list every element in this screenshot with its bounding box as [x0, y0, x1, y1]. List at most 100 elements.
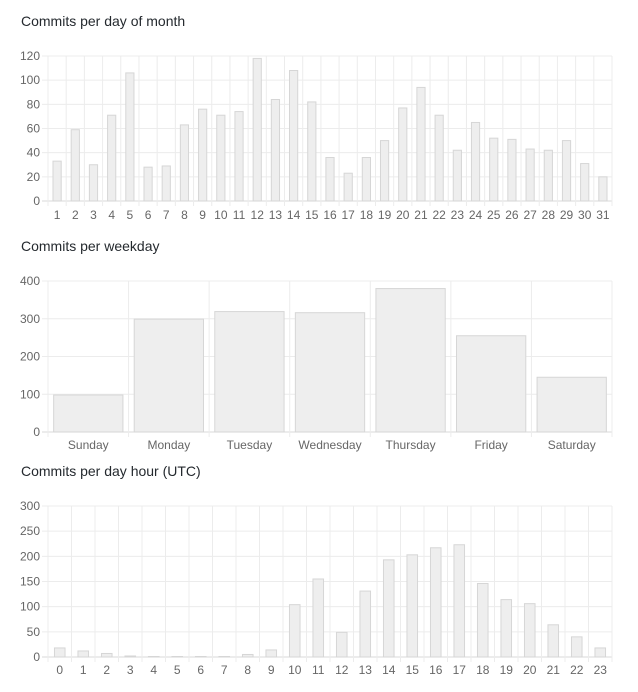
x-tick-label: 18: [476, 663, 490, 677]
bar[interactable]: [171, 655, 184, 658]
bar[interactable]: [500, 599, 513, 658]
bar[interactable]: [452, 149, 462, 202]
bar[interactable]: [241, 653, 254, 658]
x-tick-label: 25: [487, 208, 501, 222]
x-tick-label: 5: [174, 663, 181, 677]
x-tick-label: 13: [269, 208, 283, 222]
y-tick-label: 250: [20, 524, 40, 538]
bar[interactable]: [100, 652, 113, 658]
bar[interactable]: [325, 157, 335, 202]
bar[interactable]: [289, 70, 299, 202]
bar[interactable]: [547, 624, 560, 658]
y-tick-label: 100: [20, 387, 40, 401]
x-tick-label: 14: [382, 663, 396, 677]
bar[interactable]: [398, 107, 408, 202]
bar[interactable]: [561, 140, 572, 202]
bar[interactable]: [53, 647, 66, 658]
bar[interactable]: [88, 164, 99, 202]
bar[interactable]: [107, 114, 117, 202]
bar[interactable]: [265, 649, 278, 658]
bar[interactable]: [307, 101, 317, 202]
y-tick-label: 0: [33, 194, 40, 208]
x-tick-label: 8: [244, 663, 251, 677]
bar[interactable]: [52, 160, 62, 202]
bar[interactable]: [161, 165, 171, 202]
bar[interactable]: [453, 544, 466, 658]
x-tick-label: 17: [453, 663, 467, 677]
y-tick-label: 50: [27, 625, 41, 639]
x-tick-label: 20: [523, 663, 537, 677]
y-tick-label: 300: [20, 312, 40, 326]
bar[interactable]: [214, 311, 285, 433]
y-tick-label: 20: [27, 170, 41, 184]
x-tick-label: 6: [197, 663, 204, 677]
x-tick-label: Saturday: [548, 438, 596, 452]
x-tick-label: 24: [469, 208, 483, 222]
bar[interactable]: [434, 114, 444, 202]
x-tick-label: 1: [54, 208, 61, 222]
bar[interactable]: [455, 335, 527, 433]
x-tick-label: 31: [596, 208, 610, 222]
bar[interactable]: [570, 636, 583, 658]
x-tick-label: 15: [406, 663, 420, 677]
bar[interactable]: [598, 176, 608, 202]
bar[interactable]: [335, 631, 348, 658]
bar[interactable]: [416, 86, 426, 202]
bar[interactable]: [382, 559, 395, 658]
x-tick-label: 9: [199, 208, 206, 222]
x-tick-label: Friday: [474, 438, 507, 452]
bar[interactable]: [375, 288, 446, 433]
bar[interactable]: [288, 604, 301, 658]
bar[interactable]: [543, 149, 553, 202]
bar[interactable]: [294, 312, 366, 433]
bar[interactable]: [359, 590, 372, 658]
bar[interactable]: [270, 99, 281, 202]
x-tick-label: 29: [560, 208, 574, 222]
y-tick-label: 0: [33, 650, 40, 664]
chart-title-day-of-month: Commits per day of month: [21, 13, 186, 29]
x-tick-label: 12: [335, 663, 349, 677]
bar[interactable]: [312, 578, 325, 658]
bar[interactable]: [594, 647, 607, 658]
bar[interactable]: [147, 655, 160, 658]
bar[interactable]: [234, 111, 244, 202]
bar[interactable]: [525, 148, 535, 202]
bar[interactable]: [124, 655, 137, 658]
bar[interactable]: [489, 137, 499, 202]
bar[interactable]: [125, 72, 135, 202]
bar[interactable]: [523, 603, 536, 658]
x-tick-label: 30: [578, 208, 592, 222]
x-tick-label: 16: [429, 663, 443, 677]
x-tick-label: 3: [90, 208, 97, 222]
bar[interactable]: [476, 583, 489, 658]
y-tick-label: 100: [20, 600, 40, 614]
bar[interactable]: [133, 318, 205, 433]
x-tick-label: 15: [305, 208, 319, 222]
bar[interactable]: [198, 108, 208, 202]
bar[interactable]: [361, 157, 371, 202]
bar[interactable]: [194, 655, 207, 658]
bar[interactable]: [406, 554, 419, 658]
x-tick-label: 12: [251, 208, 265, 222]
x-tick-label: Thursday: [386, 438, 436, 452]
bar[interactable]: [507, 138, 517, 202]
bar[interactable]: [470, 121, 481, 202]
bar[interactable]: [77, 650, 90, 658]
x-tick-label: 13: [359, 663, 373, 677]
bar[interactable]: [70, 129, 80, 202]
x-tick-label: Monday: [148, 438, 191, 452]
bar[interactable]: [536, 376, 607, 433]
x-tick-label: Wednesday: [298, 438, 361, 452]
bar[interactable]: [53, 394, 124, 433]
bar[interactable]: [343, 172, 353, 202]
x-tick-label: 22: [432, 208, 446, 222]
bar[interactable]: [252, 57, 262, 202]
bar[interactable]: [179, 124, 190, 202]
bar[interactable]: [218, 655, 231, 658]
bar[interactable]: [379, 140, 390, 202]
bar[interactable]: [580, 163, 590, 202]
bar[interactable]: [429, 547, 442, 658]
bar[interactable]: [143, 166, 153, 202]
bar[interactable]: [216, 114, 226, 202]
